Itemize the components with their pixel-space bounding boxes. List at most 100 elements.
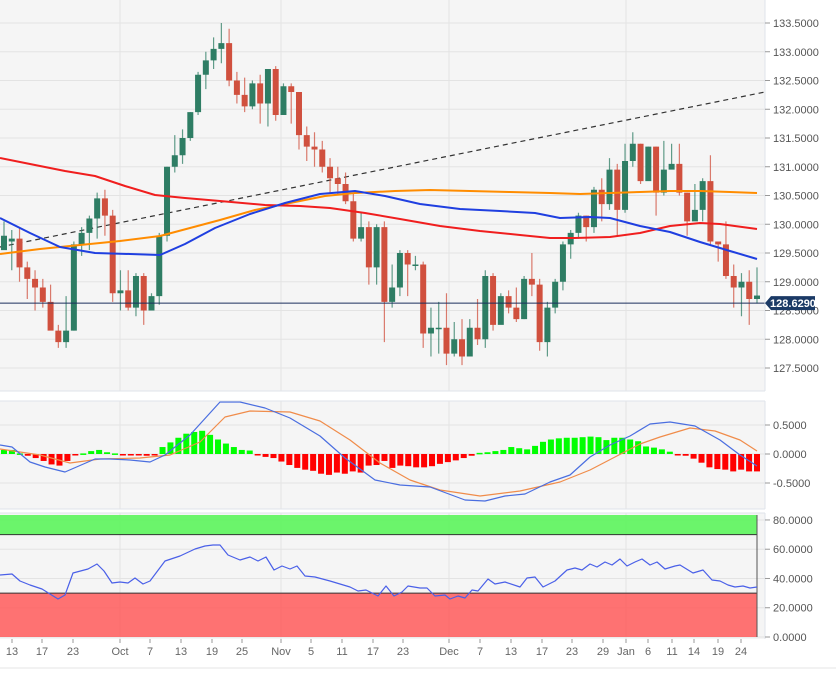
price-tick-label: 132.0000	[773, 104, 819, 116]
macd-bar	[151, 454, 158, 456]
macd-bar	[48, 454, 55, 465]
macd-bar	[80, 453, 87, 455]
macd-bar	[587, 436, 594, 454]
macd-bar	[532, 445, 539, 454]
current-price-label: 128.6290	[770, 298, 816, 310]
price-panel[interactable]: 133.5000 133.0000 132.5000 132.0000 131.5000…	[0, 0, 819, 392]
candle	[443, 293, 450, 366]
price-tick-label: 131.5000	[773, 133, 819, 145]
candle	[156, 232, 163, 305]
price-tick-label: 133.0000	[773, 47, 819, 59]
macd-bar	[357, 454, 364, 473]
candle	[373, 224, 380, 285]
macd-tick-label: 0.0000	[773, 449, 807, 461]
price-tick-label: 127.5000	[773, 363, 819, 375]
current-price-tag: 128.6290	[765, 296, 816, 311]
macd-bar	[476, 452, 483, 455]
candle	[70, 241, 77, 331]
macd-bar	[143, 454, 150, 456]
macd-bar	[8, 449, 15, 454]
macd-bar	[508, 447, 515, 454]
macd-tick-label: 0.5000	[773, 420, 807, 432]
macd-bar	[524, 449, 531, 454]
macd-bar	[199, 430, 206, 454]
macd-bar	[492, 451, 499, 454]
candle	[427, 307, 434, 357]
price-tick-label: 128.0000	[773, 334, 819, 346]
macd-bar	[421, 454, 428, 468]
rsi-tick-label: 80.0000	[773, 515, 813, 527]
rsi-zones	[0, 515, 758, 637]
candle	[358, 212, 365, 242]
macd-bar	[397, 454, 404, 466]
rsi-tick-label: 60.0000	[773, 544, 813, 556]
candle	[24, 261, 31, 299]
candle	[396, 250, 403, 297]
candle	[218, 23, 225, 64]
candle	[117, 270, 124, 311]
price-tick-label: 129.0000	[773, 277, 819, 289]
candle	[187, 112, 194, 141]
macd-bar	[539, 441, 546, 454]
candle	[536, 278, 543, 351]
candle	[101, 189, 108, 236]
date-tick-label: 6	[645, 646, 651, 658]
sma-slow-line	[0, 189, 758, 255]
candle	[730, 264, 737, 308]
macd-bar	[452, 454, 459, 461]
candle	[47, 284, 54, 331]
macd-bar	[349, 454, 356, 472]
macd-bar	[405, 454, 412, 467]
macd-bar	[706, 454, 713, 468]
overbought-zone	[0, 515, 757, 535]
macd-bar	[754, 454, 760, 472]
date-tick-label: 23	[397, 646, 409, 658]
rsi-panel[interactable]: 80.0000 60.0000 40.0000 20.0000 0.0000	[0, 512, 813, 644]
macd-bar	[413, 454, 420, 468]
date-tick-label: Oct	[111, 646, 128, 658]
date-tick-label: 23	[67, 646, 79, 658]
macd-bar	[230, 447, 237, 454]
candle	[295, 92, 302, 150]
moving-averages	[0, 157, 758, 260]
candle	[132, 273, 139, 317]
candle	[707, 155, 714, 245]
date-tick-label: 29	[597, 646, 609, 658]
rsi-y-axis[interactable]: 80.0000 60.0000 40.0000 20.0000 0.0000	[765, 515, 813, 644]
macd-bar	[365, 454, 372, 466]
candle	[544, 301, 551, 357]
macd-bar	[159, 447, 166, 454]
price-tick-label: 129.5000	[773, 248, 819, 260]
macd-bar	[579, 437, 586, 454]
candle	[474, 299, 481, 345]
date-tick-label: 19	[206, 646, 218, 658]
candle	[288, 83, 295, 124]
candle	[125, 270, 132, 311]
macd-bar	[325, 454, 332, 475]
candle	[466, 319, 473, 357]
candle	[272, 66, 279, 121]
macd-bar	[547, 439, 554, 454]
candle	[754, 267, 760, 304]
macd-bar	[246, 450, 253, 454]
date-tick-label: 17	[367, 646, 379, 658]
macd-panel[interactable]: 0.5000 0.0000 -0.5000	[0, 400, 810, 510]
price-tag-bg	[765, 296, 815, 311]
macd-bar	[722, 454, 729, 470]
date-x-axis[interactable]: 13 17 23 Oct 7 13 19 25 Nov 5 11 17 23 Dec 7 13 17 23 29 Ja…	[6, 639, 747, 658]
candle	[435, 301, 442, 354]
macd-y-axis[interactable]: 0.5000 0.0000 -0.5000	[765, 420, 810, 490]
rsi-tick-label: 20.0000	[773, 603, 813, 615]
candle	[164, 166, 171, 242]
sma-mid-line	[0, 157, 758, 239]
macd-bar	[627, 439, 634, 454]
macd-bar	[738, 454, 745, 470]
date-tick-label: 5	[308, 646, 314, 658]
macd-bar	[333, 454, 340, 473]
price-tick-label: 130.0000	[773, 219, 819, 231]
candle	[350, 192, 357, 242]
candle	[226, 28, 233, 87]
candle	[598, 178, 605, 222]
price-y-axis[interactable]: 133.5000 133.0000 132.5000 132.0000 131.5000…	[765, 18, 819, 375]
